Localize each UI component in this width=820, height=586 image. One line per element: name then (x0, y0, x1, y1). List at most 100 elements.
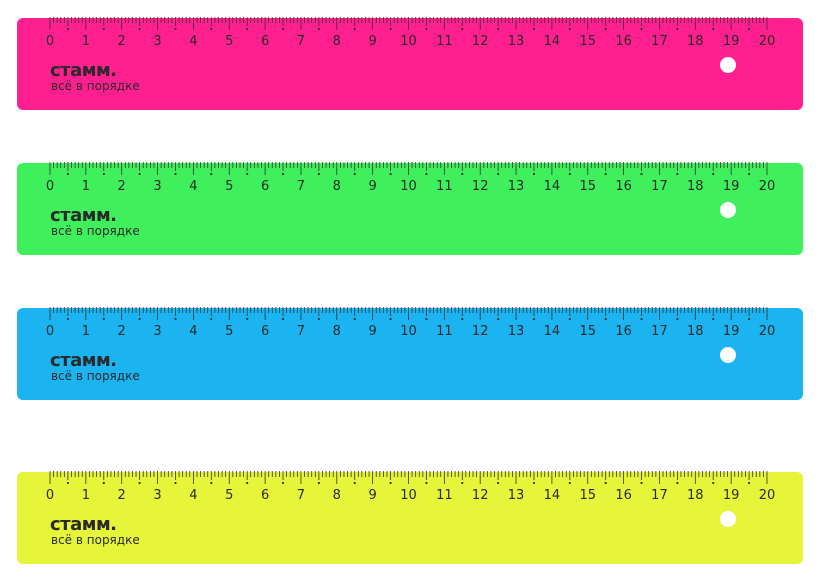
half-cm-dot (317, 317, 320, 321)
half-cm-dot (425, 481, 428, 485)
scale-label: 17 (651, 488, 668, 503)
scale-label: 9 (369, 488, 377, 503)
scale-label: 12 (472, 179, 489, 194)
half-cm-dot (676, 481, 679, 485)
half-cm-dot (532, 27, 536, 31)
scale-label: 2 (118, 324, 126, 339)
scale-label: 9 (369, 324, 377, 339)
ruler-scale: 0 1 2 3 4 5 6 7 8 9 10 11 12 13 14 15 16 17 18 19 20 (46, 471, 776, 503)
half-cm-dot (568, 481, 571, 485)
half-cm-dot (389, 481, 392, 485)
half-cm-dot (66, 481, 70, 485)
half-cm-dot (210, 172, 213, 176)
half-cm-dot (246, 172, 249, 176)
scale-label: 13 (508, 324, 525, 339)
scale-label: 17 (651, 179, 668, 194)
scale-label: 4 (189, 179, 197, 194)
scale-label: 15 (579, 488, 596, 503)
half-cm-dot (461, 317, 464, 321)
scale-label: 14 (544, 179, 561, 194)
scale-label: 10 (400, 324, 417, 339)
scale-label: 6 (261, 34, 269, 49)
hanging-hole (720, 511, 736, 527)
scale-label: 8 (333, 34, 341, 49)
half-cm-dot (604, 481, 607, 485)
half-cm-dot (640, 27, 643, 31)
half-cm-dot (317, 481, 320, 485)
scale-label: 11 (436, 488, 453, 503)
scale-label: 2 (118, 34, 126, 49)
half-cm-dot (712, 27, 715, 31)
brand-logo: стамм. (50, 514, 117, 535)
scale-label: 4 (189, 488, 197, 503)
half-cm-dot (461, 481, 464, 485)
ruler-green: 0 1 2 3 4 5 6 7 8 9 10 11 12 13 14 15 16 17 18 19 20 стамм. … (17, 162, 803, 255)
hanging-hole (720, 347, 736, 363)
half-cm-dot (102, 317, 105, 321)
half-cm-dot (138, 27, 141, 31)
scale-label: 14 (544, 34, 561, 49)
scale-label: 10 (400, 34, 417, 49)
scale-label: 20 (759, 179, 776, 194)
scale-label: 1 (82, 324, 90, 339)
half-cm-dot (174, 27, 177, 31)
scale-label: 11 (436, 179, 453, 194)
ruler-yellow: 0 1 2 3 4 5 6 7 8 9 10 11 12 13 14 15 16 17 18 19 20 стамм. … (17, 471, 803, 564)
scale-label: 5 (225, 179, 233, 194)
scale-label: 5 (225, 488, 233, 503)
scale-label: 12 (472, 34, 489, 49)
scale-label: 1 (82, 488, 90, 503)
scale-label: 15 (579, 179, 596, 194)
half-cm-dot (66, 317, 70, 321)
scale-label: 7 (297, 34, 305, 49)
scale-label: 13 (508, 488, 525, 503)
scale-label: 20 (759, 34, 776, 49)
half-cm-dot (747, 481, 751, 485)
half-cm-dot (497, 27, 500, 31)
scale-label: 17 (651, 324, 668, 339)
scale-label: 7 (297, 179, 305, 194)
half-cm-dot (317, 27, 320, 31)
half-cm-dot (604, 172, 607, 176)
scale-label: 4 (189, 34, 197, 49)
scale-label: 19 (723, 324, 740, 339)
scale-label: 16 (615, 488, 632, 503)
scale-label: 2 (118, 488, 126, 503)
half-cm-dot (281, 481, 285, 485)
ruler-scale: 0 1 2 3 4 5 6 7 8 9 10 11 12 13 14 15 16 17 18 19 20 (46, 307, 775, 339)
scale-label: 15 (579, 34, 596, 49)
half-cm-dot (712, 317, 715, 321)
scale-label: 7 (297, 488, 305, 503)
scale-label: 9 (369, 179, 377, 194)
scale-label: 11 (436, 34, 453, 49)
scale-label: 15 (579, 324, 596, 339)
scale-label: 16 (615, 179, 632, 194)
brand-tagline: всё в порядке (51, 79, 140, 93)
scale-label: 18 (687, 179, 704, 194)
half-cm-dot (532, 172, 536, 176)
half-cm-dot (497, 481, 500, 485)
ruler-scale: 0 1 2 3 4 5 6 7 8 9 10 11 12 13 14 15 16 17 18 19 20 (46, 17, 776, 49)
scale-label: 12 (472, 488, 489, 503)
scale-label: 5 (225, 324, 233, 339)
half-cm-dot (210, 27, 213, 31)
half-cm-dot (568, 172, 571, 176)
scale-label: 19 (723, 488, 740, 503)
scale-label: 0 (46, 179, 54, 194)
hanging-hole (720, 57, 736, 73)
half-cm-dot (532, 317, 536, 321)
half-cm-dot (747, 172, 751, 176)
scale-label: 10 (400, 488, 417, 503)
half-cm-dot (246, 27, 249, 31)
half-cm-dot (353, 172, 356, 176)
half-cm-dot (138, 172, 141, 176)
scale-label: 18 (687, 488, 704, 503)
half-cm-dot (497, 172, 500, 176)
scale-label: 20 (759, 488, 776, 503)
scale-label: 5 (225, 34, 233, 49)
half-cm-dot (210, 317, 213, 321)
half-cm-dot (102, 172, 105, 176)
half-cm-dot (102, 27, 105, 31)
ruler-scale: 0 1 2 3 4 5 6 7 8 9 10 11 12 13 14 15 16 17 18 19 20 (46, 162, 776, 194)
half-cm-dot (102, 481, 105, 485)
